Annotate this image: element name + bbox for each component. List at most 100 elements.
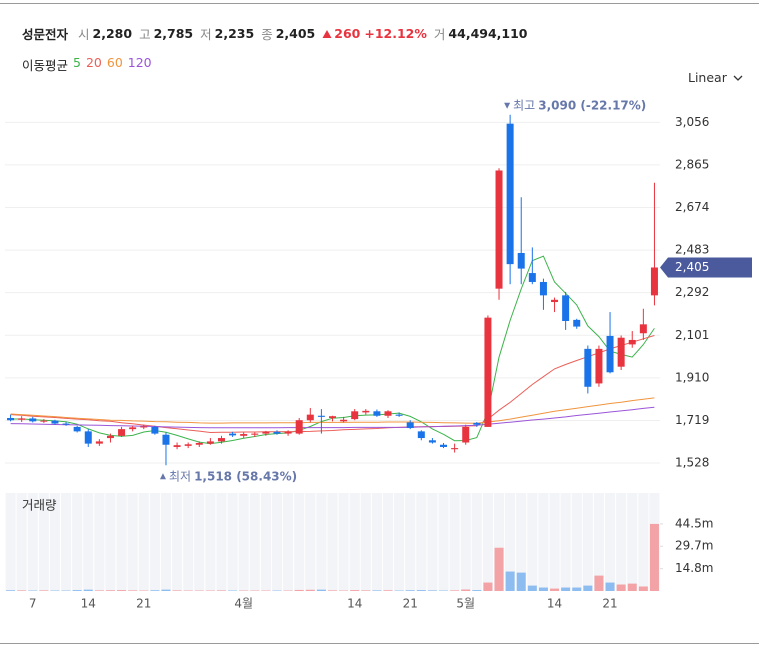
- volume-bar: [128, 590, 138, 591]
- legend-entry[interactable]: 20: [85, 55, 102, 70]
- volume-bar: [516, 572, 526, 591]
- volume-column: [116, 493, 127, 591]
- volume-bar: [638, 586, 648, 591]
- moving-average-line: [10, 397, 655, 424]
- volume-bar: [427, 590, 437, 591]
- volume-bar: [72, 590, 82, 591]
- up-arrow: [322, 29, 332, 38]
- volume-bar: [17, 590, 27, 591]
- candle-body: [628, 339, 636, 345]
- field-value: 2,280: [92, 26, 133, 41]
- volume-panel: [5, 493, 660, 591]
- volume-column: [271, 493, 283, 591]
- candle-body: [440, 444, 448, 447]
- candle-body: [84, 431, 92, 444]
- scale-label: Linear: [688, 70, 727, 85]
- volume-column: [183, 493, 194, 591]
- candle-body: [317, 415, 325, 417]
- y-tick-label: 44.5m: [675, 516, 713, 530]
- volume-bar: [538, 587, 548, 591]
- legend-entry[interactable]: 5: [73, 55, 81, 70]
- volume-bar: [594, 575, 604, 591]
- volume-bar: [561, 587, 571, 591]
- volume-bar: [172, 590, 182, 591]
- candle-body: [428, 440, 436, 443]
- field-value: 2,405: [275, 26, 316, 41]
- volume-column: [438, 493, 449, 591]
- candle-body: [329, 416, 336, 418]
- x-tick-label: 14: [347, 597, 362, 611]
- candle-body: [140, 426, 148, 428]
- candle-body: [51, 420, 59, 424]
- volume-column: [427, 493, 438, 591]
- volume-column: [616, 493, 627, 591]
- candle-body: [229, 433, 237, 436]
- volume-bar: [361, 590, 371, 591]
- candle-body: [517, 252, 525, 269]
- candle-body: [151, 426, 159, 434]
- volume-bar: [39, 590, 49, 591]
- volume-column: [349, 493, 360, 591]
- volume-bar: [94, 590, 104, 591]
- candle-body: [573, 319, 581, 327]
- x-tick-label: 21: [136, 597, 151, 611]
- volume-bar: [416, 590, 426, 591]
- candle-body: [451, 448, 459, 450]
- volume-bar: [605, 582, 615, 591]
- volume-column: [582, 493, 593, 591]
- field-value: 2,785: [153, 26, 194, 41]
- volume-bar: [583, 585, 593, 591]
- candle-body: [484, 317, 492, 427]
- volume-column: [205, 493, 216, 591]
- x-tick-label: 4월: [234, 597, 253, 611]
- volume-column: [194, 493, 205, 591]
- volume-column: [61, 493, 72, 591]
- annotation-label: 최저: [169, 469, 191, 483]
- legend-entry[interactable]: 120: [127, 55, 152, 70]
- annotation: 최저 1,518 (58.43%): [169, 469, 297, 483]
- volume-column: [527, 493, 538, 591]
- y-tick-label: 3,056: [675, 115, 709, 129]
- volume-column: [38, 493, 49, 591]
- volume-column: [338, 493, 349, 591]
- candle-body: [528, 273, 536, 282]
- x-tick-label: 14: [547, 597, 562, 611]
- volume-bar: [216, 590, 226, 591]
- annotation-marker: [504, 102, 511, 109]
- volume-column: [238, 493, 249, 591]
- x-tick-label: 21: [602, 597, 617, 611]
- scale-dropdown[interactable]: Linear: [688, 70, 743, 85]
- volume-bar: [472, 590, 482, 591]
- volume-bar: [450, 590, 460, 591]
- volume-column: [260, 493, 271, 591]
- current-price-label: 2,405: [675, 260, 709, 274]
- volume-column: [27, 493, 38, 591]
- legend-entry[interactable]: 60: [106, 55, 123, 70]
- annotation: 최고 3,090 (-22.17%): [513, 98, 646, 112]
- candle-body: [395, 414, 403, 416]
- change-pct: +12.12%: [364, 26, 427, 41]
- stock-name: 성문전자: [22, 27, 69, 42]
- candle-body: [129, 427, 137, 430]
- volume-column: [416, 493, 427, 591]
- candle-body: [118, 429, 126, 436]
- chevron: [733, 75, 743, 81]
- candle-body: [7, 417, 15, 421]
- volume-bar: [161, 589, 171, 591]
- volume-column: [294, 493, 305, 591]
- volume-column: [360, 493, 371, 591]
- volume-bar: [150, 590, 160, 591]
- volume-bar: [550, 588, 560, 591]
- volume-bar: [305, 589, 315, 591]
- volume-column: [327, 493, 338, 591]
- legend-title: 이동평균: [22, 58, 69, 73]
- moving-average-line: [10, 406, 655, 429]
- candle-body: [551, 299, 559, 303]
- volume-column: [394, 493, 405, 591]
- candle-body: [384, 411, 392, 416]
- volume-bar: [616, 584, 626, 591]
- candle-body: [351, 411, 359, 420]
- x-tick-label: 5월: [456, 597, 475, 611]
- volume-bar: [117, 590, 127, 591]
- candle-body: [617, 337, 625, 367]
